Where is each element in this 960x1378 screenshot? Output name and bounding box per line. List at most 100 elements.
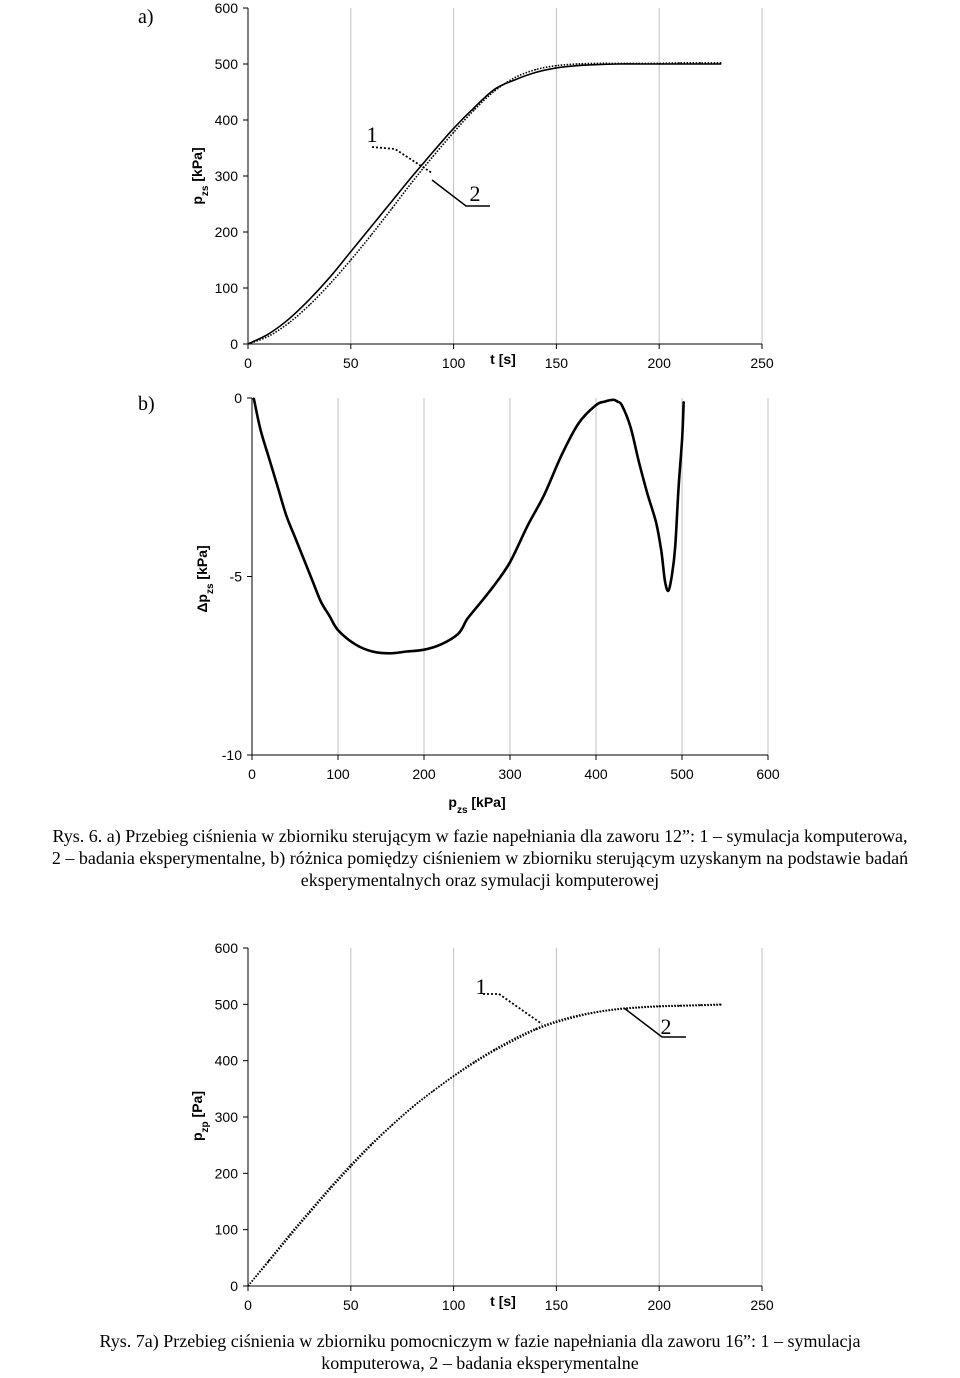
series-1-point [576,65,578,67]
callout-1-leader [483,993,543,1025]
series-1-point [309,298,311,300]
series-1-point [671,575,673,578]
series-1-point [494,88,496,90]
series-1-point [268,458,270,460]
series-2-point [473,1061,475,1063]
series-1-point [660,550,662,553]
series-1-point [337,629,339,631]
series-2-point [535,1027,537,1030]
y-tick-label: 600 [215,0,239,16]
series-2-point [309,1212,311,1214]
series-1-point [526,525,528,528]
series-1-point [473,107,475,109]
series-2-point [576,1015,578,1017]
series-line-2 [247,62,721,345]
x-tick-label: 0 [244,355,252,371]
x-tick-label: 150 [545,1297,569,1313]
x-tick-label: 100 [442,355,466,371]
x-tick-label: 100 [442,1297,466,1313]
x-tick-label: 200 [412,766,436,782]
series-2-point [638,62,640,65]
series-2-point [679,1004,681,1007]
series-1-point [629,425,632,428]
x-tick-label: 0 [244,1297,252,1313]
y-tick-label: 200 [215,1165,239,1181]
series-1-point [320,600,322,603]
series-2-point [391,1124,393,1127]
series-1-point [370,1143,372,1145]
y-tick-label: 600 [215,940,239,956]
series-2-point [370,1144,372,1146]
series-2-point [453,131,455,133]
figure-6-caption: Rys. 6. a) Przebieg ciśnienia w zbiornik… [0,825,960,891]
y-tick-label: 0 [230,336,238,352]
series-1-point [267,333,270,335]
series-1-point [647,493,649,495]
x-tick-label: 200 [648,1297,672,1313]
series-1-point [475,608,477,610]
series-1-point [389,652,391,654]
callout-1-label: 1 [476,974,487,999]
series-1-point [683,400,685,403]
series-1-point [535,71,537,73]
series-1-point [596,63,599,66]
callout-1-leader [371,146,433,174]
y-tick-label: 300 [215,1109,239,1125]
series-2-point [329,282,331,285]
y-tick-label: 100 [215,1222,239,1238]
series-2-point [617,1008,619,1010]
x-axis-label: pzs [kPa] [448,794,505,816]
callout-1-label: 1 [367,122,378,147]
series-1-point [406,650,408,653]
x-tick-label: 150 [545,355,569,371]
y-tick-label: 400 [215,112,239,128]
x-tick-label: 300 [498,766,522,782]
callout-2-leader [623,1007,686,1038]
series-1-point [432,151,434,153]
y-axis-label: Δpzs [kPa] [194,545,216,612]
y-tick-label: 300 [215,168,239,184]
y-axis-label: pzp [Pa] [189,1091,211,1141]
series-1-point [543,493,546,495]
y-axis-label: pzs [kPa] [189,147,211,204]
series-1-point [578,422,580,424]
series-1-point [423,649,425,651]
series-1-point [616,400,619,403]
y-tick-label: -5 [230,569,243,585]
series-1-point [328,615,330,617]
series-2-point [411,1106,414,1109]
series-2-point [679,62,681,64]
series-1-point [674,547,676,549]
series-1-point [492,586,494,588]
series-1-point [612,399,614,401]
caption6-line1: Rys. 6. a) Przebieg ciśnienia w zbiornik… [52,826,908,846]
series-1-point [285,515,287,517]
series-2-point [309,304,311,306]
series-1-point [561,454,563,456]
series-line-1 [247,63,721,345]
series-2-point [267,335,270,337]
y-tick-label: 0 [230,1278,238,1294]
series-1-point [466,618,468,620]
series-2-point [247,343,249,345]
series-2-point [288,1236,290,1238]
series-2-point [370,234,372,236]
series-2-point [473,109,475,111]
series-1-point [329,276,331,278]
series-1-point [311,579,313,581]
series-2-point [329,1188,331,1190]
series-2-point [514,1037,516,1039]
series-1-point [664,579,666,581]
series-1-point [411,175,414,177]
series-1-point [699,63,701,65]
x-axis-label: t [s] [490,1293,516,1309]
series-1-point [681,440,683,442]
series-1-point [440,643,442,645]
series-1-point [514,1039,516,1041]
series-1-point [514,79,516,81]
caption6-line2: 2 – badania eksperymentalne, b) różnica … [51,848,909,868]
x-tick-label: 500 [670,766,694,782]
x-tick-label: 100 [326,766,350,782]
x-tick-label: 0 [248,766,256,782]
series-2-point [494,1048,496,1050]
